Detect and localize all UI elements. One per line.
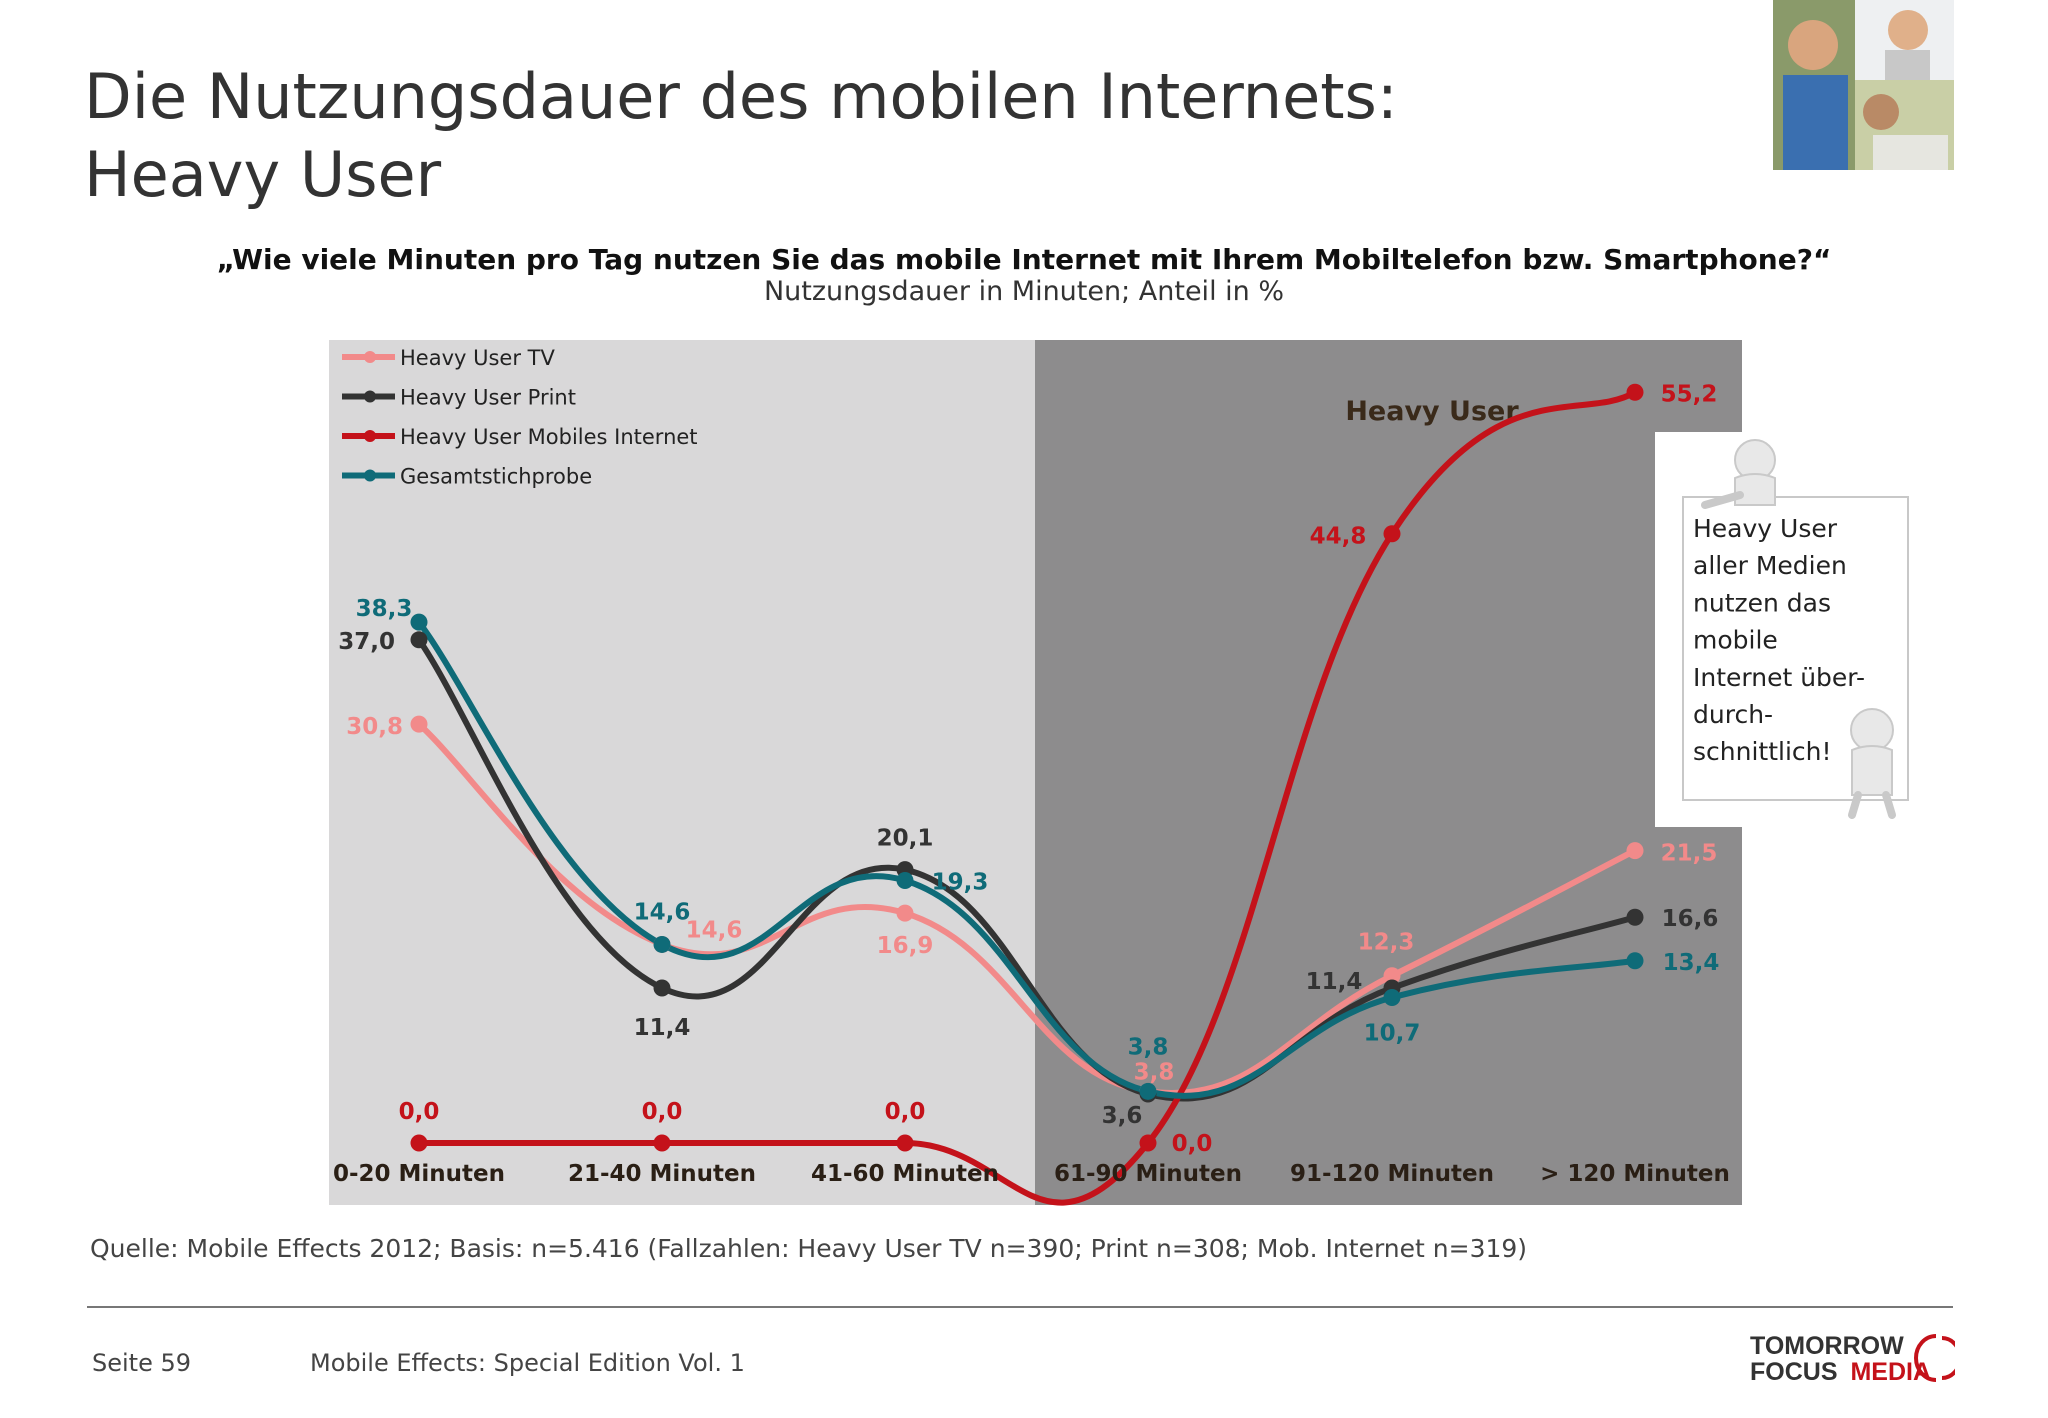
data-point-heavy-user-mobiles-internet-3	[1139, 1134, 1157, 1152]
source-note: Quelle: Mobile Effects 2012; Basis: n=5.…	[90, 1234, 1528, 1263]
data-point-heavy-user-print-1	[653, 979, 671, 997]
data-label-heavy-user-mobiles-internet-5: 55,2	[1661, 381, 1718, 407]
x-tick-label-1: 21-40 Minuten	[568, 1161, 756, 1187]
svg-text:FOCUS MEDIA: FOCUS MEDIA	[1750, 1358, 1931, 1386]
data-label-heavy-user-tv-4: 12,3	[1358, 930, 1415, 956]
data-label-heavy-user-print-0: 37,0	[338, 629, 395, 655]
data-label-heavy-user-tv-0: 30,8	[346, 714, 403, 740]
data-label-gesamtstichprobe-0: 38,3	[356, 596, 413, 622]
callout-line-2: nutzen das	[1693, 588, 1831, 617]
data-label-gesamtstichprobe-5: 13,4	[1663, 950, 1720, 976]
callout-line-1: aller Medien	[1693, 551, 1847, 580]
data-label-heavy-user-mobiles-internet-1: 0,0	[642, 1099, 683, 1125]
data-label-heavy-user-tv-1: 14,6	[686, 917, 743, 943]
company-logo: TOMORROW FOCUS MEDIA	[1750, 1328, 1962, 1392]
data-point-heavy-user-tv-4	[1383, 967, 1401, 985]
data-point-heavy-user-mobiles-internet-1	[653, 1134, 671, 1152]
data-point-heavy-user-mobiles-internet-2	[896, 1134, 914, 1152]
x-tick-label-0: 0-20 Minuten	[333, 1161, 505, 1187]
data-point-gesamtstichprobe-5	[1626, 952, 1644, 970]
chart-subtitle: Nutzungsdauer in Minuten; Anteil in %	[763, 276, 1284, 307]
svg-text:TOMORROW: TOMORROW	[1750, 1332, 1904, 1360]
x-tick-label-5: > 120 Minuten	[1540, 1161, 1730, 1187]
person-1-face	[1788, 20, 1838, 70]
callout-line-5: durch-	[1693, 700, 1773, 729]
x-tick-label-4: 91-120 Minuten	[1290, 1161, 1494, 1187]
chart-x-axis-labels: 0-20 Minuten 21-40 Minuten 41-60 Minuten 61…	[333, 1161, 1730, 1187]
chart-background-highlight	[1035, 340, 1742, 1205]
chart-background-left	[329, 340, 1035, 1205]
callout-line-3: mobile	[1693, 626, 1778, 655]
data-label-heavy-user-tv-5: 21,5	[1661, 841, 1718, 867]
data-point-gesamtstichprobe-1	[653, 935, 671, 953]
data-label-gesamtstichprobe-1: 14,6	[634, 899, 691, 925]
x-tick-label-2: 41-60 Minuten	[811, 1161, 999, 1187]
line-chart: Heavy User Heavy User TV Heavy User Print…	[329, 340, 1909, 1206]
footer-divider	[87, 1306, 1953, 1308]
callout-line-6: schnittlich!	[1693, 737, 1832, 766]
title-line-2: Heavy User	[84, 138, 442, 211]
chart-legend: Heavy User TV Heavy User Print Heavy User …	[342, 346, 698, 489]
data-label-heavy-user-print-2: 20,1	[877, 826, 934, 852]
data-label-heavy-user-mobiles-internet-4: 44,8	[1310, 524, 1367, 550]
data-label-heavy-user-mobiles-internet-0: 0,0	[399, 1099, 440, 1125]
series-line-heavy-user-tv	[416, 721, 1638, 1096]
data-point-heavy-user-tv-0	[410, 715, 428, 733]
data-label-heavy-user-print-5: 16,6	[1662, 906, 1719, 932]
chart-points	[410, 383, 1644, 1152]
x-tick-label-3: 61-90 Minuten	[1054, 1161, 1242, 1187]
data-point-gesamtstichprobe-0	[410, 613, 428, 631]
legend-label-heavy-user-tv: Heavy User TV	[400, 346, 555, 370]
legend-marker-heavy-user-mobiles-internet	[364, 430, 376, 442]
data-label-heavy-user-print-1: 11,4	[634, 1015, 691, 1041]
data-point-heavy-user-print-0	[410, 631, 428, 649]
legend-label-gesamtstichprobe: Gesamtstichprobe	[400, 465, 592, 489]
data-point-heavy-user-mobiles-internet-4	[1383, 525, 1401, 543]
figure-bottom-icon	[1848, 708, 1896, 819]
callout: Heavy User aller Medien nutzen das mobile In…	[1655, 432, 1909, 827]
data-label-heavy-user-print-4: 11,4	[1306, 969, 1363, 995]
data-point-heavy-user-mobiles-internet-0	[410, 1134, 428, 1152]
data-point-heavy-user-print-5	[1626, 908, 1644, 926]
highlight-region-label: Heavy User	[1345, 396, 1519, 427]
legend-label-heavy-user-mobiles-internet: Heavy User Mobiles Internet	[400, 425, 698, 449]
legend-marker-heavy-user-tv	[364, 351, 376, 363]
data-label-heavy-user-mobiles-internet-2: 0,0	[885, 1099, 926, 1125]
legend-label-heavy-user-print: Heavy User Print	[400, 386, 576, 410]
data-point-gesamtstichprobe-3	[1139, 1082, 1157, 1100]
data-point-gesamtstichprobe-4	[1383, 988, 1401, 1006]
data-label-gesamtstichprobe-4: 10,7	[1364, 1020, 1421, 1046]
data-point-heavy-user-tv-5	[1626, 842, 1644, 860]
page-number: Seite 59	[92, 1349, 192, 1377]
data-point-heavy-user-mobiles-internet-5	[1626, 383, 1644, 401]
callout-text: Heavy User aller Medien nutzen das mobile In…	[1693, 514, 1865, 766]
data-point-heavy-user-tv-2	[896, 904, 914, 922]
callout-line-0: Heavy User	[1693, 514, 1838, 543]
data-label-gesamtstichprobe-2: 19,3	[932, 870, 989, 896]
person-3-face	[1863, 94, 1899, 130]
chart-value-labels: 30,8 14,6 16,9 3,8 12,3 21,5 37,0 11,4 20,1 3,6 11…	[338, 381, 1719, 1157]
data-label-heavy-user-tv-3: 3,8	[1134, 1059, 1175, 1085]
data-label-heavy-user-print-3: 3,6	[1102, 1103, 1143, 1129]
figure-top-icon	[1701, 439, 1776, 509]
chart-question: „Wie viele Minuten pro Tag nutzen Sie da…	[216, 243, 1832, 276]
photo-collage	[1773, 0, 1954, 170]
data-label-heavy-user-tv-2: 16,9	[877, 933, 934, 959]
title-line-1: Die Nutzungsdauer des mobilen Internets:	[84, 60, 1398, 133]
legend-marker-heavy-user-print	[364, 390, 376, 403]
callout-line-4: Internet über-	[1693, 663, 1865, 692]
page-title: Die Nutzungsdauer des mobilen Internets:…	[84, 58, 1398, 214]
data-label-gesamtstichprobe-3: 3,8	[1128, 1034, 1169, 1060]
legend-marker-gesamtstichprobe	[364, 469, 376, 482]
footer-title: Mobile Effects: Special Edition Vol. 1	[310, 1349, 745, 1377]
data-point-gesamtstichprobe-2	[896, 872, 914, 890]
person-2-face	[1888, 10, 1928, 50]
data-label-heavy-user-mobiles-internet-3: 0,0	[1172, 1131, 1213, 1157]
